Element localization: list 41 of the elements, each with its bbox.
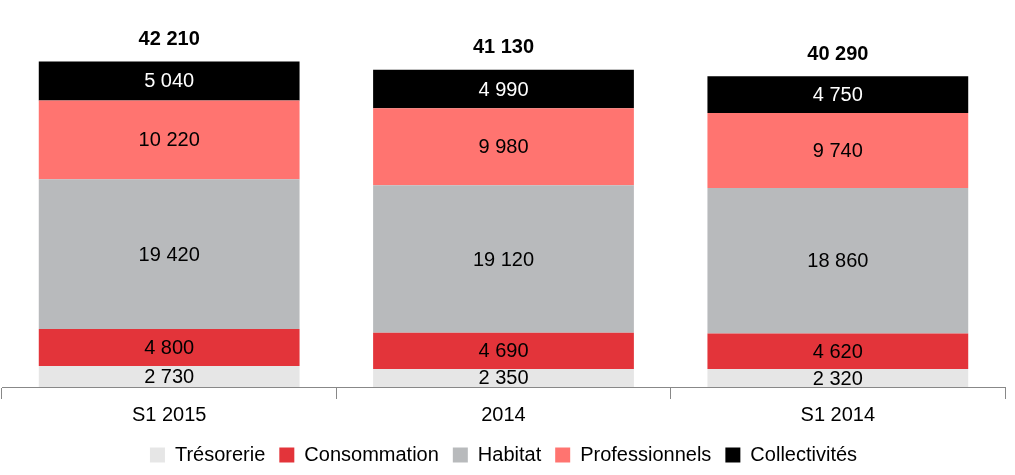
data-label: 2 350: [478, 366, 529, 389]
bar: [707, 112, 969, 189]
bar: [38, 328, 300, 366]
bar: [38, 365, 300, 387]
data-label: 2 320: [812, 366, 863, 389]
data-label: 9 980: [478, 135, 529, 158]
bar: [373, 69, 634, 109]
data-label: 19 420: [138, 242, 200, 265]
total-label: 41 130: [472, 35, 535, 58]
data-label: 18 860: [807, 249, 869, 272]
legend-label: Trésorerie: [174, 442, 266, 465]
data-label: 4 620: [812, 339, 863, 362]
total-label: 40 290: [807, 41, 869, 64]
x-tick-label: S1 2015: [131, 402, 207, 425]
total-label: 42 210: [138, 27, 200, 50]
data-label: 19 120: [472, 247, 535, 270]
bar: [707, 333, 969, 370]
x-tick-label: S1 2014: [800, 402, 876, 425]
data-label: 4 750: [812, 83, 863, 106]
data-label: 2 730: [144, 364, 195, 387]
bar: [707, 188, 969, 334]
bar: [373, 332, 634, 369]
legend-label: Consommation: [304, 442, 439, 465]
bar: [707, 369, 969, 387]
bar: [707, 76, 969, 113]
data-label: 9 740: [812, 139, 863, 162]
data-label: 4 990: [478, 77, 529, 100]
data-label: 10 220: [138, 128, 200, 151]
x-tick-label: 2014: [481, 402, 526, 425]
bar: [38, 179, 300, 329]
data-label: 4 690: [478, 339, 529, 362]
data-label: 5 040: [144, 69, 195, 92]
bar: [38, 100, 300, 180]
bar: [373, 368, 634, 387]
legend-label: Professionnels: [580, 442, 712, 465]
legend-label: Collectivités: [750, 442, 858, 465]
data-label: 4 800: [144, 335, 195, 358]
bar: [373, 185, 634, 333]
bar: [373, 108, 634, 186]
bar: [38, 61, 300, 101]
legend-label: Habitat: [477, 442, 542, 465]
